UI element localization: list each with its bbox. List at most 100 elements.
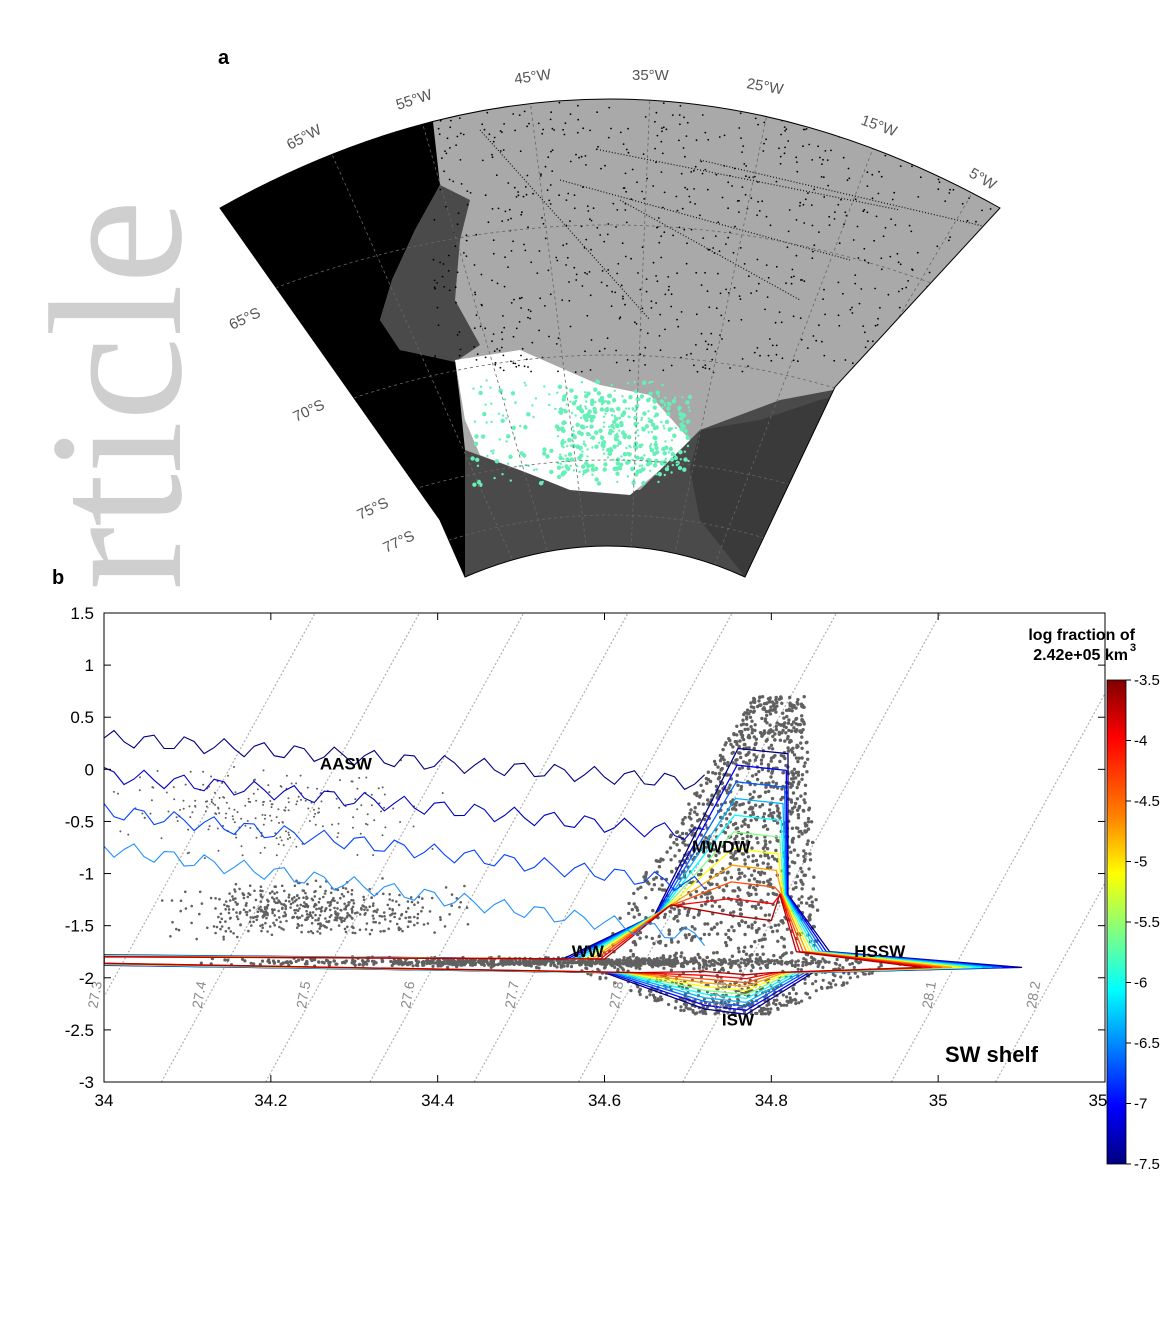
scatter-point	[704, 836, 708, 840]
scatter-point	[580, 961, 584, 965]
scatter-point	[191, 811, 194, 814]
track-point	[542, 222, 545, 225]
track-point	[436, 282, 438, 284]
scatter-point	[151, 786, 154, 789]
scatter-point	[788, 996, 792, 1000]
colorbar-tick-label-5: -6	[1134, 975, 1147, 992]
station-point	[579, 416, 583, 420]
scatter-point	[637, 962, 641, 966]
track-point	[905, 286, 908, 289]
scatter-point	[413, 923, 416, 927]
track-point	[788, 209, 791, 211]
scatter-point	[698, 963, 702, 967]
scatter-point	[169, 935, 172, 938]
y-tick-label-5: -1	[79, 865, 94, 884]
station-point	[671, 399, 677, 404]
scatter-point	[261, 889, 264, 893]
track-point	[503, 326, 506, 329]
station-point	[648, 418, 654, 424]
track-point	[993, 239, 996, 241]
isopycnal-28.1	[890, 692, 1105, 1082]
scatter-point	[305, 913, 309, 916]
scatter-point	[702, 963, 706, 968]
scatter-point	[702, 932, 707, 937]
scatter-point	[376, 908, 379, 911]
scatter-point	[797, 834, 801, 839]
track-point	[695, 313, 698, 316]
scatter-point	[708, 875, 713, 879]
track-point	[595, 148, 598, 151]
track-point	[717, 272, 719, 275]
scatter-point	[759, 938, 764, 942]
track-point	[975, 148, 978, 150]
scatter-point	[780, 701, 784, 705]
ship-track-1	[559, 179, 851, 261]
track-point	[877, 317, 879, 320]
scatter-point	[272, 898, 276, 901]
scatter-point	[806, 757, 810, 761]
scatter-point	[245, 901, 248, 905]
scatter-point	[684, 832, 689, 836]
scatter-point	[329, 928, 333, 931]
track-point	[690, 352, 692, 355]
track-point	[986, 312, 989, 315]
track-point	[807, 192, 809, 195]
scatter-point	[279, 920, 282, 924]
scatter-point	[667, 962, 671, 967]
track-point	[657, 217, 660, 219]
station-point	[498, 388, 503, 393]
station-point	[564, 454, 567, 457]
track-point	[529, 317, 531, 320]
scatter-point	[318, 927, 322, 930]
scatter-point	[759, 703, 763, 707]
scatter-point	[790, 729, 794, 733]
scatter-point	[578, 963, 582, 967]
scatter-point	[801, 705, 805, 709]
station-point	[686, 444, 690, 448]
scatter-point	[712, 967, 717, 972]
scatter-point	[366, 813, 369, 816]
scatter-point	[247, 929, 250, 933]
track-point	[940, 320, 942, 322]
station-point	[533, 468, 536, 472]
station-point	[668, 429, 671, 432]
scatter-point	[658, 939, 663, 944]
scatter-point	[715, 932, 720, 936]
scatter-point	[735, 826, 740, 830]
scatter-point	[629, 989, 633, 993]
track-point	[830, 106, 833, 108]
track-point	[495, 99, 498, 100]
track-point	[952, 99, 955, 100]
scatter-point	[796, 816, 801, 820]
track-point	[972, 312, 974, 315]
track-point	[847, 110, 850, 113]
scatter-point	[247, 892, 250, 895]
scatter-point	[788, 701, 792, 705]
track-point	[682, 147, 685, 149]
scatter-point	[714, 979, 718, 984]
scatter-point	[721, 747, 725, 752]
scatter-point	[731, 853, 736, 857]
track-point	[949, 188, 951, 191]
track-point	[598, 94, 600, 96]
track-point	[494, 363, 497, 366]
station-point	[582, 442, 586, 446]
scatter-point	[295, 845, 298, 848]
track-point	[600, 167, 602, 170]
track-point	[523, 110, 526, 113]
scatter-point	[291, 898, 294, 901]
scatter-point	[217, 915, 220, 919]
scatter-point	[294, 959, 298, 964]
track-point	[434, 99, 437, 100]
track-point	[527, 226, 529, 229]
track-point	[873, 99, 875, 100]
station-point	[561, 472, 564, 476]
track-point	[820, 176, 823, 178]
track-point	[733, 286, 736, 289]
station-point	[549, 469, 554, 475]
y-tick-label-9: -3	[79, 1073, 94, 1092]
scatter-point	[350, 907, 354, 911]
scatter-point	[750, 926, 754, 930]
scatter-point	[673, 957, 677, 961]
station-point	[497, 412, 501, 415]
